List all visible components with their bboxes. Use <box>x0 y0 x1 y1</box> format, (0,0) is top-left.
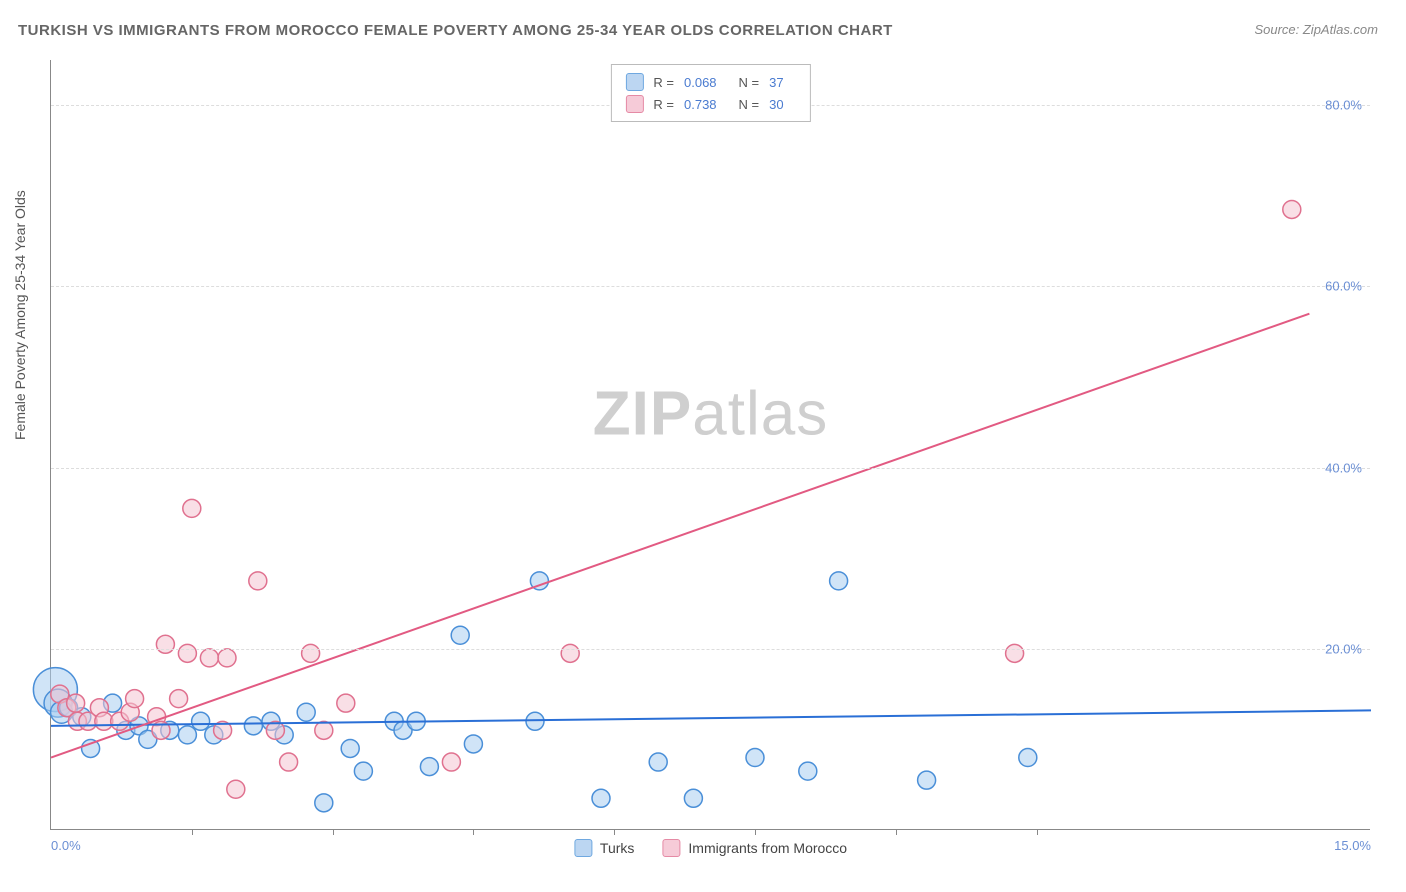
y-tick-label: 60.0% <box>1325 279 1362 294</box>
scatter-point <box>178 726 196 744</box>
y-tick-label: 40.0% <box>1325 460 1362 475</box>
scatter-point <box>1283 200 1301 218</box>
legend-swatch <box>574 839 592 857</box>
scatter-point <box>830 572 848 590</box>
x-tick <box>1037 829 1038 835</box>
scatter-point <box>799 762 817 780</box>
legend-stat-row: R = 0.738 N = 30 <box>625 93 795 115</box>
gridline <box>51 286 1370 287</box>
scatter-point <box>192 712 210 730</box>
legend-swatch <box>662 839 680 857</box>
y-tick-label: 80.0% <box>1325 98 1362 113</box>
source-prefix: Source: <box>1254 22 1302 37</box>
stat-n-label: N = <box>739 75 760 90</box>
scatter-point <box>200 649 218 667</box>
scatter-point <box>302 644 320 662</box>
chart-container: TURKISH VS IMMIGRANTS FROM MOROCCO FEMAL… <box>0 0 1406 892</box>
gridline <box>51 649 1370 650</box>
chart-source: Source: ZipAtlas.com <box>1254 22 1378 37</box>
scatter-point <box>280 753 298 771</box>
scatter-point <box>244 717 262 735</box>
scatter-point <box>420 758 438 776</box>
scatter-point <box>178 644 196 662</box>
scatter-point <box>684 789 702 807</box>
x-tick <box>614 829 615 835</box>
scatter-point <box>218 649 236 667</box>
stat-r-value: 0.738 <box>684 97 717 112</box>
x-tick <box>333 829 334 835</box>
legend-label: Turks <box>600 840 634 856</box>
x-tick <box>473 829 474 835</box>
scatter-point <box>315 721 333 739</box>
scatter-point <box>249 572 267 590</box>
legend-stats: R = 0.068 N = 37 R = 0.738 N = 30 <box>610 64 810 122</box>
scatter-point <box>561 644 579 662</box>
scatter-point <box>649 753 667 771</box>
x-tick <box>896 829 897 835</box>
legend-item: Immigrants from Morocco <box>662 839 847 857</box>
scatter-point <box>170 690 188 708</box>
x-tick <box>192 829 193 835</box>
scatter-point <box>746 749 764 767</box>
scatter-point <box>464 735 482 753</box>
legend-swatch <box>625 73 643 91</box>
scatter-point <box>227 780 245 798</box>
scatter-point <box>341 739 359 757</box>
scatter-point <box>183 499 201 517</box>
scatter-point <box>1006 644 1024 662</box>
source-link[interactable]: ZipAtlas.com <box>1303 22 1378 37</box>
x-tick-label: 15.0% <box>1334 838 1371 853</box>
scatter-point <box>67 694 85 712</box>
scatter-point <box>156 635 174 653</box>
scatter-point <box>337 694 355 712</box>
plot-area: ZIPatlas R = 0.068N = 37R = 0.738N = 30 … <box>50 60 1370 830</box>
scatter-point <box>315 794 333 812</box>
y-tick-label: 20.0% <box>1325 641 1362 656</box>
legend-item: Turks <box>574 839 634 857</box>
trend-line <box>51 314 1309 758</box>
legend-bottom: Turks Immigrants from Morocco <box>574 839 847 857</box>
x-tick-label: 0.0% <box>51 838 81 853</box>
stat-r-label: R = <box>653 97 674 112</box>
scatter-point <box>1019 749 1037 767</box>
legend-stat-row: R = 0.068 N = 37 <box>625 71 795 93</box>
y-axis-label: Female Poverty Among 25-34 Year Olds <box>12 190 28 440</box>
legend-label: Immigrants from Morocco <box>688 840 847 856</box>
plot-svg <box>51 60 1370 829</box>
legend-swatch <box>625 95 643 113</box>
scatter-point <box>442 753 460 771</box>
chart-title: TURKISH VS IMMIGRANTS FROM MOROCCO FEMAL… <box>18 22 893 39</box>
gridline <box>51 468 1370 469</box>
stat-n-value: 37 <box>769 75 783 90</box>
scatter-point <box>297 703 315 721</box>
scatter-point <box>918 771 936 789</box>
scatter-point <box>451 626 469 644</box>
stat-r-label: R = <box>653 75 674 90</box>
scatter-point <box>592 789 610 807</box>
x-tick <box>755 829 756 835</box>
scatter-point <box>126 690 144 708</box>
scatter-point <box>354 762 372 780</box>
stat-n-label: N = <box>739 97 760 112</box>
stat-n-value: 30 <box>769 97 783 112</box>
stat-r-value: 0.068 <box>684 75 717 90</box>
scatter-point <box>526 712 544 730</box>
